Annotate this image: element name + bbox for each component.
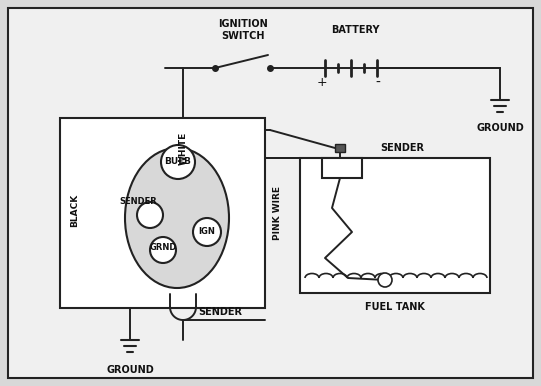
Bar (60, 118, 265, 308)
Text: IGNITION
SWITCH: IGNITION SWITCH (218, 19, 268, 41)
Circle shape (161, 145, 195, 179)
Text: +: + (316, 76, 327, 90)
Text: IGN: IGN (199, 227, 215, 237)
Circle shape (137, 202, 163, 228)
Text: FUEL TANK: FUEL TANK (365, 302, 425, 312)
Bar (300, 158, 490, 293)
Circle shape (150, 237, 176, 263)
Text: BULB: BULB (164, 157, 192, 166)
Text: GROUND: GROUND (476, 123, 524, 133)
Ellipse shape (125, 148, 229, 288)
Text: SENDER: SENDER (380, 143, 424, 153)
Text: GRND: GRND (149, 244, 177, 252)
Circle shape (193, 218, 221, 246)
Bar (335, 144, 345, 152)
Text: GROUND: GROUND (106, 365, 154, 375)
Text: BLACK: BLACK (70, 193, 80, 227)
Bar (322, 158, 362, 178)
Text: -: - (375, 76, 380, 90)
Text: WHITE: WHITE (179, 131, 188, 164)
Text: SENDER: SENDER (119, 198, 157, 207)
Circle shape (378, 273, 392, 287)
Text: PINK WIRE: PINK WIRE (274, 186, 282, 240)
Text: SENDER: SENDER (198, 307, 242, 317)
Text: BATTERY: BATTERY (331, 25, 379, 35)
